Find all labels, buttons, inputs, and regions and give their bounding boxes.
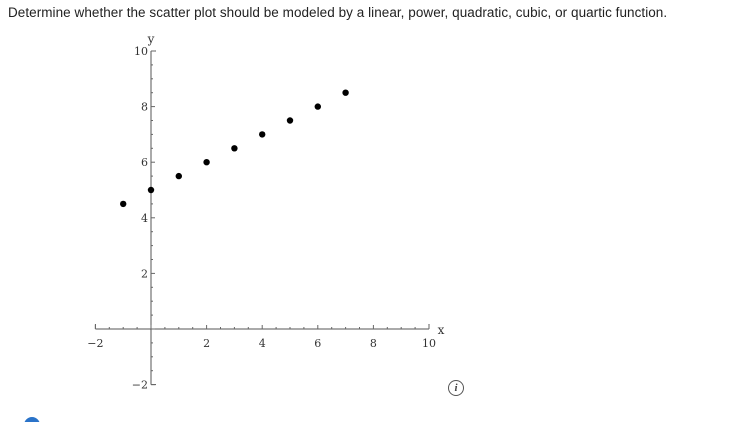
y-tick-label: 10 [134, 45, 148, 58]
y-axis-label: y [147, 32, 155, 46]
data-point [147, 186, 155, 194]
info-icon-glyph: i [454, 381, 458, 394]
data-point [286, 117, 294, 124]
y-tick-label: −2 [132, 379, 148, 392]
data-point [231, 145, 238, 152]
x-axis-label: x [438, 323, 445, 337]
y-tick-label: 8 [141, 101, 148, 114]
x-tick-label: 4 [259, 337, 266, 350]
data-point [203, 159, 210, 166]
question-text: Determine whether the scatter plot shoul… [8, 5, 668, 20]
y-tick-label: 4 [141, 212, 148, 225]
y-tick-label: 2 [141, 267, 148, 280]
x-tick-label: 10 [422, 337, 436, 350]
data-point [120, 200, 127, 208]
x-tick-label: 8 [370, 337, 377, 350]
plot-tick-labels: −2 2 4 6 8 10 −2 2 4 6 8 10 [87, 45, 436, 392]
info-icon[interactable]: i [448, 380, 464, 396]
data-point [342, 89, 349, 96]
x-tick-label: −2 [87, 337, 103, 350]
y-tick-label: 6 [141, 156, 148, 169]
x-tick-label: 2 [203, 337, 210, 350]
data-point [259, 131, 266, 138]
plot-points [120, 89, 349, 208]
x-tick-label: 6 [314, 337, 321, 350]
data-point [175, 172, 182, 180]
data-point [314, 103, 321, 110]
answer-radio-button[interactable] [24, 417, 40, 422]
